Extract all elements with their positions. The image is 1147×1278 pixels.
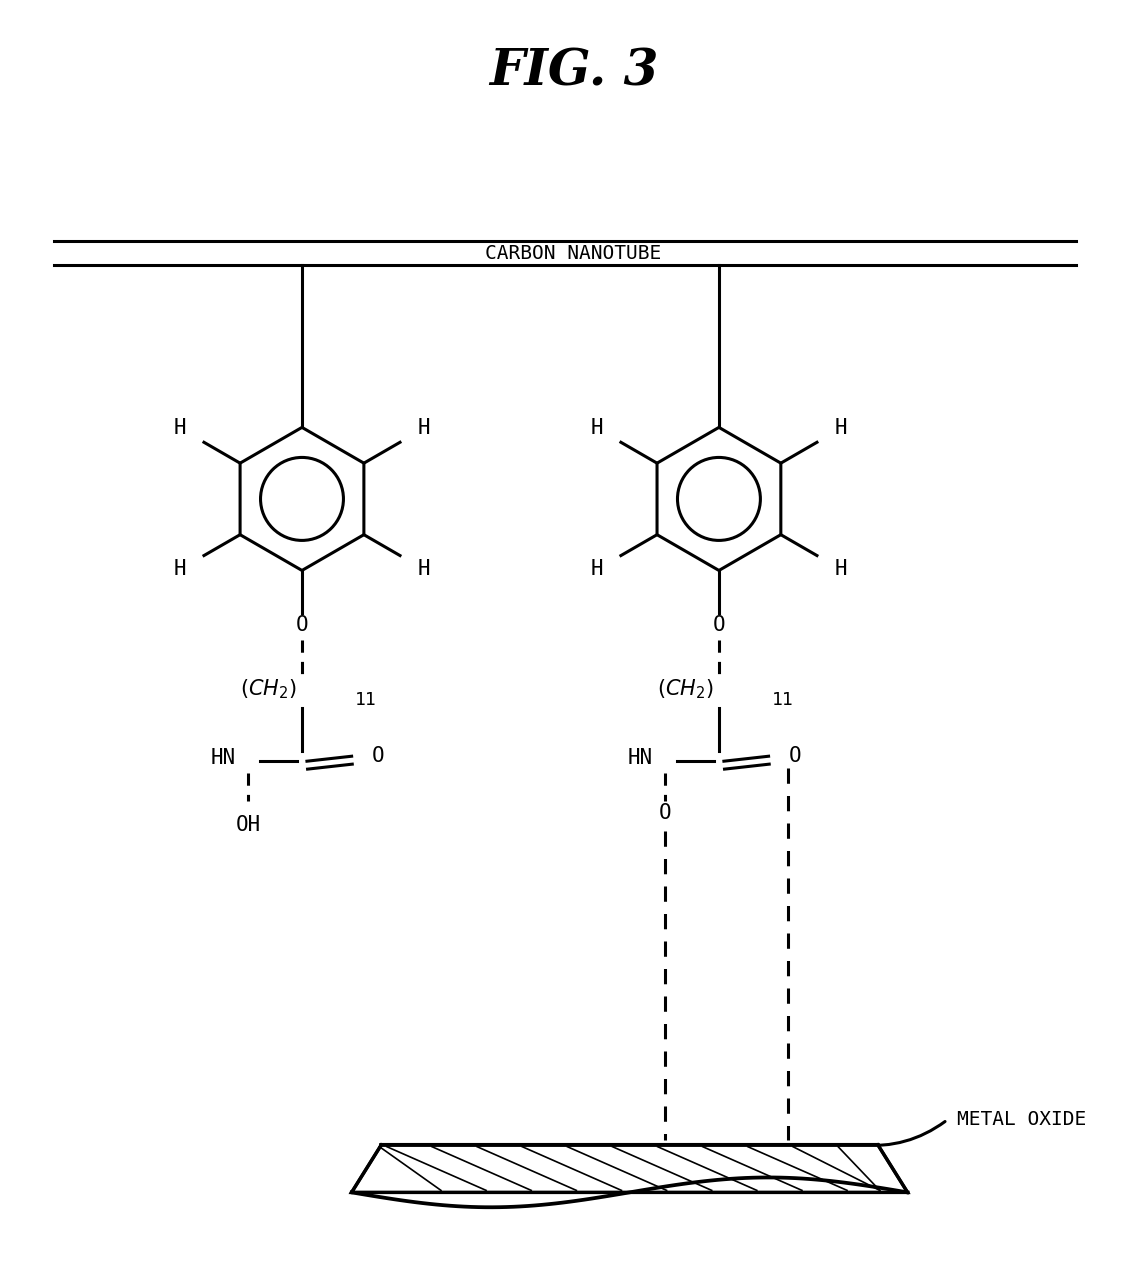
Text: 11: 11 — [772, 690, 794, 708]
Text: HN: HN — [210, 748, 235, 768]
Text: H: H — [591, 418, 603, 438]
Text: H: H — [173, 560, 186, 579]
Text: 11: 11 — [354, 690, 376, 708]
Text: H: H — [418, 560, 430, 579]
Text: H: H — [418, 418, 430, 438]
Text: HN: HN — [627, 748, 653, 768]
Text: METAL OXIDE: METAL OXIDE — [958, 1111, 1086, 1130]
Text: O: O — [372, 746, 384, 767]
Text: H: H — [835, 418, 848, 438]
Text: O: O — [296, 615, 309, 635]
Text: H: H — [173, 418, 186, 438]
Text: $(CH_2)$: $(CH_2)$ — [241, 677, 297, 702]
Text: H: H — [591, 560, 603, 579]
Text: CARBON NANOTUBE: CARBON NANOTUBE — [485, 244, 662, 262]
Text: O: O — [712, 615, 725, 635]
Text: $(CH_2)$: $(CH_2)$ — [657, 677, 713, 702]
Text: O: O — [788, 746, 801, 767]
Polygon shape — [352, 1145, 907, 1192]
Text: OH: OH — [236, 815, 262, 835]
Text: O: O — [660, 803, 672, 823]
Text: FIG. 3: FIG. 3 — [489, 47, 658, 96]
Text: H: H — [835, 560, 848, 579]
